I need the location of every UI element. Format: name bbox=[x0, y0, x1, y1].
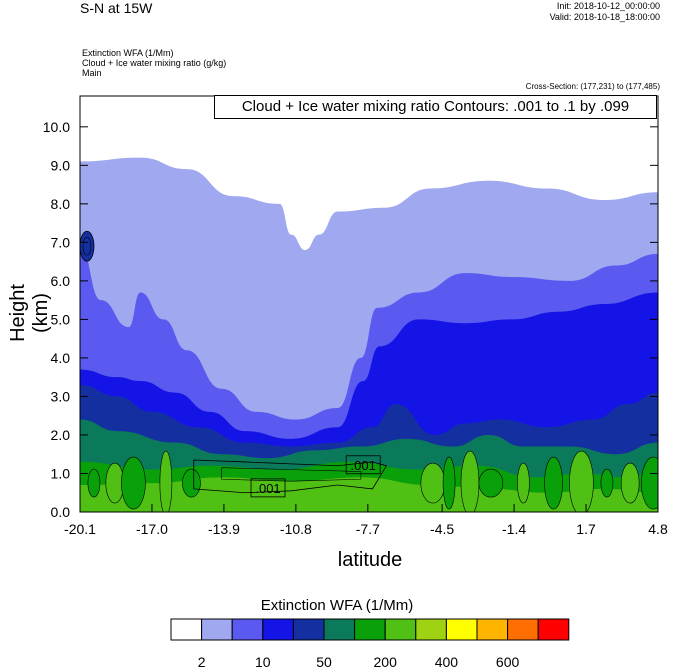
colorbar-swatch bbox=[537, 618, 570, 641]
colorbar-label: 200 bbox=[374, 654, 398, 668]
colorbar-swatch bbox=[507, 618, 539, 641]
colorbar: 2 10 50 200 400 600 bbox=[170, 618, 570, 668]
contour-label-box bbox=[345, 455, 381, 475]
x-tick-label: 1.7 bbox=[576, 521, 596, 537]
upper-cell bbox=[80, 230, 95, 262]
contour-label: .001 bbox=[255, 481, 280, 496]
filled-contours bbox=[80, 157, 658, 512]
colorbar-swatch bbox=[445, 618, 478, 641]
contour-label: .001 bbox=[351, 458, 376, 473]
y-tick-label: 9.0 bbox=[51, 157, 71, 173]
convective-cells bbox=[80, 230, 658, 512]
contour-band bbox=[193, 459, 388, 494]
field-line-1: Extinction WFA (1/Mm) bbox=[82, 48, 174, 58]
y-axis: 0.0 1.0 2.0 3.0 4.0 5.0 6.0 7.0 8.0 9.0 10.0 bbox=[43, 119, 658, 520]
cell-6 bbox=[442, 456, 456, 510]
colorbar-swatch bbox=[415, 618, 447, 641]
x-axis-label: latitude bbox=[337, 549, 403, 571]
contour-band-inner bbox=[221, 467, 362, 482]
upper-cell-inner bbox=[82, 236, 92, 256]
cell-4 bbox=[182, 468, 201, 498]
y-tick-label: 1.0 bbox=[51, 465, 71, 481]
y-tick-label: 7.0 bbox=[51, 234, 71, 250]
init-time: Init: 2018-10-12_00:00:00 bbox=[556, 1, 660, 11]
cell-14 bbox=[641, 456, 658, 510]
chart-title: S-N at 15W bbox=[80, 0, 153, 16]
cell-9 bbox=[517, 462, 530, 504]
colorbar-swatch bbox=[476, 618, 509, 641]
colorbar-swatch bbox=[201, 618, 233, 641]
cell-8 bbox=[478, 468, 504, 498]
y-tick-label: 2.0 bbox=[51, 427, 71, 443]
cell-0 bbox=[87, 468, 101, 498]
contour-info-box: Cloud + Ice water mixing ratio Contours:… bbox=[214, 95, 657, 119]
contour-labels: .001 .001 bbox=[250, 455, 381, 498]
cell-3 bbox=[159, 450, 173, 512]
x-tick-label: -4.5 bbox=[430, 521, 454, 537]
cell-12 bbox=[600, 468, 614, 498]
y-tick-label: 10.0 bbox=[43, 119, 70, 135]
x-tick-label: -7.7 bbox=[356, 521, 380, 537]
y-tick-label: 3.0 bbox=[51, 388, 71, 404]
colorbar-label: 50 bbox=[316, 654, 332, 668]
colorbar-swatch bbox=[354, 618, 386, 641]
cell-5 bbox=[420, 462, 446, 504]
contour-lines bbox=[193, 459, 388, 494]
cell-2 bbox=[121, 456, 146, 510]
x-tick-label: -1.4 bbox=[502, 521, 526, 537]
field-line-2: Cloud + Ice water mixing ratio (g/kg) bbox=[82, 58, 227, 68]
cell-13 bbox=[620, 462, 640, 504]
y-tick-label: 4.0 bbox=[51, 350, 71, 366]
colorbar-label: 10 bbox=[255, 654, 271, 668]
field-line-3: Main bbox=[82, 68, 102, 78]
y-axis-label: Height (km) bbox=[7, 284, 52, 342]
layer-6 bbox=[80, 477, 658, 512]
contour-label-box bbox=[250, 478, 286, 498]
colorbar-label: 2 bbox=[198, 654, 206, 668]
field-description: Extinction WFA (1/Mm) Cloud + Ice water … bbox=[82, 48, 226, 78]
x-tick-label: -20.1 bbox=[64, 521, 96, 537]
cell-10 bbox=[544, 456, 563, 510]
colorbar-label: 400 bbox=[435, 654, 459, 668]
colorbar-label: 600 bbox=[496, 654, 520, 668]
y-tick-label: 0.0 bbox=[51, 504, 71, 520]
colorbar-title: Extinction WFA (1/Mm) bbox=[260, 597, 414, 614]
y-tick-label: 5.0 bbox=[51, 311, 71, 327]
colorbar-swatch bbox=[262, 618, 294, 641]
x-tick-label: -10.8 bbox=[280, 521, 312, 537]
x-tick-label: -13.9 bbox=[208, 521, 240, 537]
colorbar-swatch bbox=[231, 618, 264, 641]
valid-time: Valid: 2018-10-18_18:00:00 bbox=[549, 12, 660, 22]
x-tick-label: -17.0 bbox=[136, 521, 168, 537]
y-tick-label: 6.0 bbox=[51, 273, 71, 289]
colorbar-swatch bbox=[170, 618, 203, 641]
cell-7 bbox=[460, 450, 480, 512]
x-tick-label: 4.8 bbox=[648, 521, 668, 537]
colorbar-swatch bbox=[384, 618, 417, 641]
colorbar-swatch bbox=[323, 618, 356, 641]
colorbar-swatch bbox=[292, 618, 325, 641]
y-tick-label: 8.0 bbox=[51, 196, 71, 212]
cell-11 bbox=[569, 450, 594, 512]
time-info: Init: 2018-10-12_00:00:00 Valid: 2018-10… bbox=[550, 1, 660, 23]
x-axis: -20.1 -17.0 -13.9 -10.8 -7.7 -4.5 -1.4 1.7 4.8 bbox=[64, 504, 668, 537]
cross-section-label: Cross-Section: (177,231) to (177,485) bbox=[525, 82, 660, 91]
